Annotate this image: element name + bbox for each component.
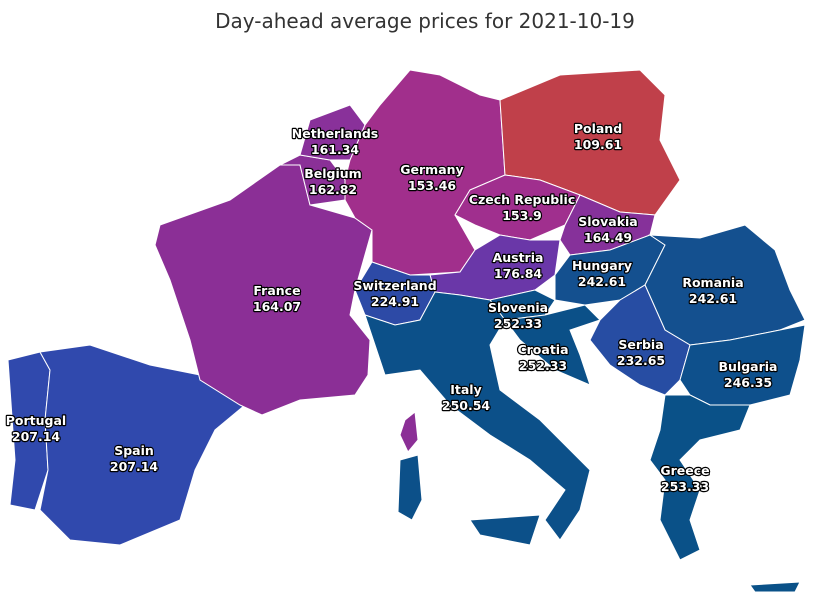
region-value: 232.65 <box>617 353 665 368</box>
region-name: Belgium <box>304 166 361 181</box>
region-value: 242.61 <box>578 274 626 289</box>
region-value: 162.82 <box>309 182 357 197</box>
region-value: 164.07 <box>253 299 301 314</box>
region <box>504 304 601 386</box>
region-value: 242.61 <box>689 291 737 306</box>
region-name: Austria <box>493 250 544 265</box>
region-value: 153.9 <box>502 208 542 223</box>
region-value: 109.61 <box>574 137 622 152</box>
region-value: 164.49 <box>584 230 632 245</box>
region <box>454 174 581 241</box>
map-title: Day-ahead average prices for 2021-10-19 <box>215 9 635 33</box>
region-name: Netherlands <box>292 126 378 141</box>
region-value: 246.35 <box>724 375 772 390</box>
region-value: 207.14 <box>110 459 159 474</box>
region-name: Bulgaria <box>719 359 778 374</box>
region-name: Croatia <box>517 342 568 357</box>
region-name: Portugal <box>6 413 66 428</box>
region-name: Italy <box>450 382 482 397</box>
region <box>649 394 801 593</box>
region-value: 253.33 <box>661 479 709 494</box>
region-name: Hungary <box>572 258 632 273</box>
region-name: Germany <box>400 162 463 177</box>
labels: Portugal207.14Spain207.14France164.07Bel… <box>5 120 779 495</box>
region-name: Slovenia <box>488 300 548 315</box>
regions <box>7 69 806 593</box>
region-name: Spain <box>114 443 154 458</box>
region <box>39 344 246 546</box>
region-name: Slovakia <box>578 214 638 229</box>
region-value: 252.33 <box>494 316 542 331</box>
region <box>679 324 806 406</box>
region-value: 153.46 <box>408 178 457 193</box>
region-name: Switzerland <box>353 278 436 293</box>
region-value: 176.84 <box>494 266 543 281</box>
region-value: 224.91 <box>371 294 419 309</box>
region-name: Romania <box>682 275 743 290</box>
region-value: 161.34 <box>311 142 360 157</box>
region-value: 207.14 <box>12 429 61 444</box>
region-name: Czech Republic <box>469 192 575 207</box>
region-value: 252.33 <box>519 358 567 373</box>
region-name: Greece <box>660 463 709 478</box>
region <box>364 291 591 546</box>
region-name: France <box>253 283 300 298</box>
region-name: Serbia <box>618 337 663 352</box>
region-name: Poland <box>574 121 622 136</box>
region-value: 250.54 <box>442 398 491 413</box>
